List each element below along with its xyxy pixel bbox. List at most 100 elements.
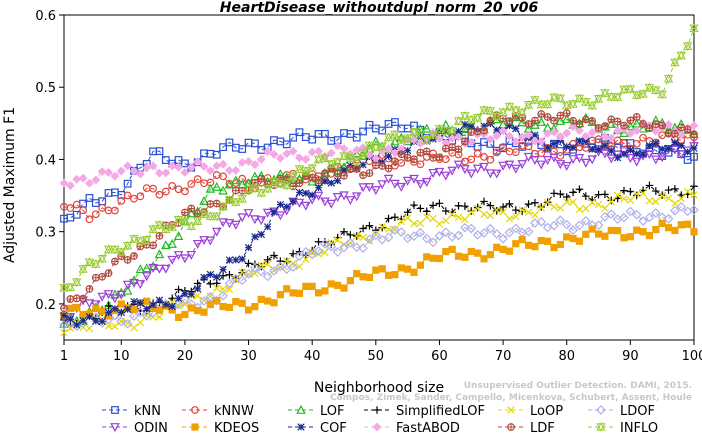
data-point [467, 155, 476, 164]
data-point [116, 316, 127, 327]
plot-frame [63, 14, 695, 341]
data-point [499, 208, 507, 216]
data-point [230, 273, 241, 284]
data-point [308, 191, 316, 199]
data-point [568, 225, 578, 235]
data-point [346, 231, 355, 239]
data-point [276, 257, 285, 265]
data-point [200, 308, 208, 316]
data-point [130, 305, 138, 314]
data-point [365, 273, 374, 282]
data-point [257, 295, 265, 304]
data-point [491, 169, 502, 179]
data-point [314, 237, 323, 246]
data-point [104, 269, 113, 277]
data-point [340, 227, 348, 236]
data-point [505, 122, 514, 130]
data-point [161, 264, 171, 274]
data-point [104, 308, 113, 317]
data-point [511, 105, 521, 116]
data-point [288, 146, 298, 156]
data-point [658, 219, 666, 228]
data-point [123, 240, 133, 251]
data-point [607, 115, 616, 124]
data-point [651, 126, 661, 136]
data-point [562, 100, 572, 111]
data-point [493, 243, 501, 251]
data-point [193, 285, 202, 293]
data-point [340, 166, 348, 174]
data-point [168, 302, 176, 311]
data-point [123, 179, 132, 188]
data-point [632, 191, 641, 200]
data-point [415, 180, 426, 190]
data-point [384, 144, 393, 154]
data-point [607, 197, 615, 206]
data-point [275, 178, 285, 189]
series-line [63, 28, 695, 289]
data-point [486, 116, 495, 125]
data-point [569, 198, 577, 206]
data-point [91, 300, 101, 310]
data-point [263, 147, 273, 157]
data-point [173, 299, 184, 310]
data-point [59, 320, 69, 330]
data-point [670, 205, 680, 216]
data-point [143, 305, 151, 313]
watermark-line-2: Campos, Zimek, Sander, Campello, Micenko… [329, 393, 692, 403]
data-point [448, 210, 456, 219]
data-point [537, 237, 545, 245]
data-point [358, 150, 368, 160]
data-point [619, 128, 629, 138]
data-point [73, 321, 81, 329]
data-point [244, 306, 253, 314]
data-point [440, 227, 451, 238]
data-point [480, 197, 488, 206]
data-point [600, 149, 610, 159]
data-point [383, 132, 394, 143]
data-point [359, 161, 367, 169]
data-point [225, 256, 234, 264]
data-point [607, 226, 615, 235]
data-point [162, 300, 170, 309]
data-point [600, 131, 610, 141]
data-point [562, 128, 572, 138]
data-point [181, 300, 189, 309]
legend-marker [297, 423, 305, 431]
data-point [676, 150, 687, 160]
data-point [383, 232, 394, 243]
data-point [416, 148, 425, 157]
data-point [243, 178, 254, 188]
data-point [224, 278, 235, 289]
data-point [143, 297, 151, 305]
data-point [378, 126, 387, 135]
data-point [186, 208, 197, 218]
data-point [243, 184, 254, 195]
data-point [199, 162, 209, 171]
series-inflo [59, 23, 699, 293]
data-point [224, 179, 235, 189]
data-point [543, 99, 553, 110]
data-point [130, 194, 138, 203]
data-point [321, 169, 329, 178]
data-point [505, 200, 514, 208]
data-point [187, 290, 195, 299]
data-point [122, 280, 133, 290]
data-point [181, 310, 189, 319]
data-point [98, 317, 106, 326]
data-point [402, 176, 413, 186]
data-point [626, 196, 635, 205]
data-point [314, 289, 323, 297]
data-point [370, 230, 381, 241]
data-point [569, 143, 577, 152]
data-point [59, 282, 69, 293]
data-point [523, 99, 534, 110]
data-point [295, 289, 304, 297]
data-point [213, 284, 221, 292]
data-point [492, 148, 501, 157]
data-point [504, 227, 515, 238]
data-point [97, 167, 107, 177]
data-point [512, 206, 520, 214]
data-point [346, 277, 354, 285]
data-point [429, 214, 437, 223]
